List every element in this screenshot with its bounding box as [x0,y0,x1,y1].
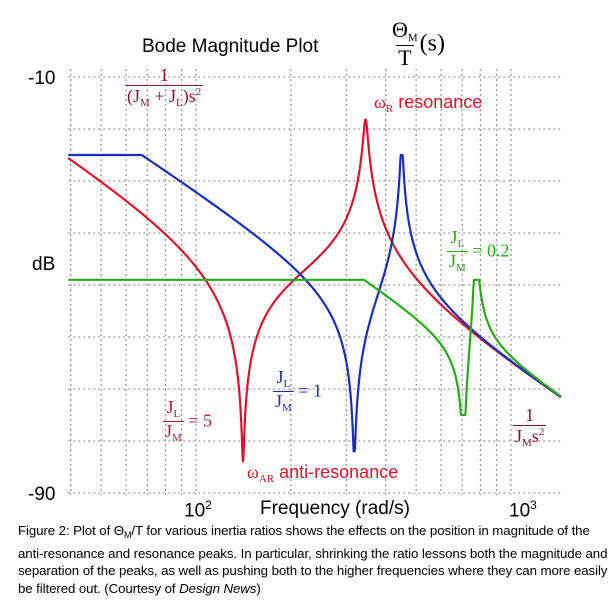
bode-plot [67,69,562,495]
annotation-ratio-1: JL JM = 1 [273,367,322,414]
x-tick-1000: 103 [509,498,537,522]
annotation-ratio-0-2: JL JM = 0.2 [447,227,510,274]
annotation-high-asymptote: 1 JMs2 [513,405,547,449]
annotation-low-asymptote: 1 (JM + JL)s2 [125,65,204,109]
y-tick-bottom: -90 [28,484,56,505]
annotation-anti-resonance: ωAR anti-resonance [247,462,399,485]
y-axis-label: dB [32,254,56,275]
series-curves [67,118,562,463]
annotation-resonance: ωR resonance [374,92,483,115]
chart-title: Bode Magnitude Plot [142,36,319,57]
grid-lines [68,69,562,495]
title-transfer-function: ΘM T (s) [392,17,445,70]
y-tick-top: -10 [28,68,56,89]
x-axis-label: Frequency (rad/s) [260,498,410,519]
series-line-ratio-1 [67,153,562,453]
title-numerator: ΘM [392,17,418,44]
series-line-ratio-0-2 [67,278,562,417]
series-line-ratio-5 [67,118,562,463]
figure-caption: Figure 2: Plot of ΘM/T for various inert… [18,523,608,596]
annotation-ratio-5: JL JM = 5 [163,397,212,444]
x-tick-100: 102 [184,498,212,522]
title-denominator: T [396,44,414,70]
